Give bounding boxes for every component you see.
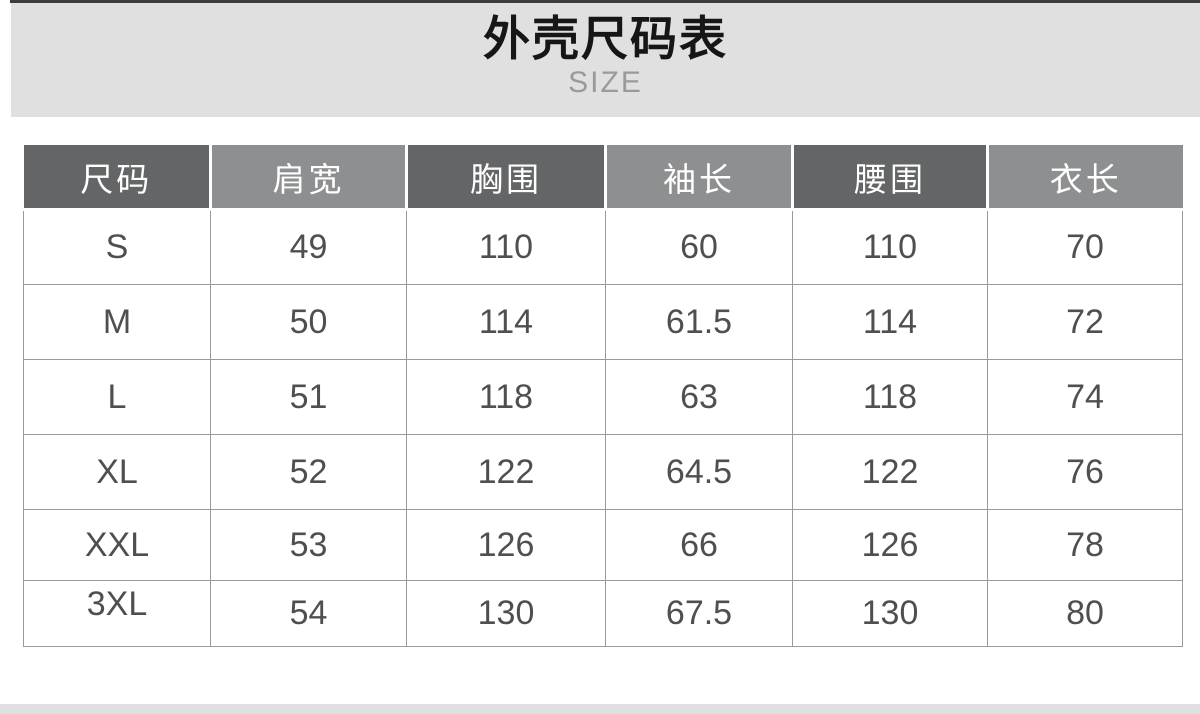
size-cell: XL — [23, 434, 211, 510]
top-border-line — [10, 0, 1200, 3]
col-header-sleeve: 袖长 — [604, 145, 794, 211]
row-xxl: XXL 53 126 66 126 78 — [23, 509, 1183, 581]
size-cell: L — [23, 359, 211, 435]
value-cell: 74 — [987, 359, 1183, 435]
row-3xl: 3XL 54 130 67.5 130 80 — [23, 580, 1183, 647]
row-l: L 51 118 63 118 74 — [23, 359, 1183, 435]
size-table-body: S 49 110 60 110 70 M 50 114 61.5 114 72 … — [23, 209, 1183, 647]
value-cell: 49 — [210, 209, 407, 285]
value-cell: 52 — [210, 434, 407, 510]
value-cell: 114 — [792, 284, 988, 360]
row-xl: XL 52 122 64.5 122 76 — [23, 434, 1183, 510]
value-cell: 122 — [792, 434, 988, 510]
size-cell: S — [23, 209, 211, 285]
value-cell: 110 — [406, 209, 606, 285]
value-cell: 110 — [792, 209, 988, 285]
col-header-size: 尺码 — [23, 145, 212, 211]
value-cell: 126 — [406, 509, 606, 581]
value-cell: 60 — [605, 209, 793, 285]
row-m: M 50 114 61.5 114 72 — [23, 284, 1183, 360]
value-cell: 53 — [210, 509, 407, 581]
col-header-shoulder: 肩宽 — [209, 145, 408, 211]
value-cell: 63 — [605, 359, 793, 435]
size-cell: XXL — [23, 509, 211, 581]
value-cell: 70 — [987, 209, 1183, 285]
size-cell: M — [23, 284, 211, 360]
value-cell: 114 — [406, 284, 606, 360]
value-cell: 67.5 — [605, 580, 793, 647]
value-cell: 130 — [406, 580, 606, 647]
col-header-length: 衣长 — [986, 145, 1183, 211]
size-table: 尺码 肩宽 胸围 袖长 腰围 衣长 S 49 110 60 110 70 M 5… — [23, 145, 1183, 647]
size-cell: 3XL — [23, 580, 211, 647]
value-cell: 61.5 — [605, 284, 793, 360]
row-s: S 49 110 60 110 70 — [23, 209, 1183, 285]
header-banner: 外壳尺码表 SIZE — [11, 3, 1200, 117]
size-table-header: 尺码 肩宽 胸围 袖长 腰围 衣长 — [23, 145, 1183, 211]
page-title: 外壳尺码表 — [483, 12, 728, 65]
value-cell: 118 — [406, 359, 606, 435]
value-cell: 78 — [987, 509, 1183, 581]
value-cell: 54 — [210, 580, 407, 647]
value-cell: 126 — [792, 509, 988, 581]
value-cell: 72 — [987, 284, 1183, 360]
footer-strip — [0, 704, 1200, 714]
header-row: 尺码 肩宽 胸围 袖长 腰围 衣长 — [23, 145, 1183, 211]
col-header-waist: 腰围 — [791, 145, 989, 211]
value-cell: 51 — [210, 359, 407, 435]
page-subtitle: SIZE — [568, 66, 643, 99]
value-cell: 122 — [406, 434, 606, 510]
col-header-bust: 胸围 — [405, 145, 607, 211]
value-cell: 50 — [210, 284, 407, 360]
value-cell: 80 — [987, 580, 1183, 647]
value-cell: 76 — [987, 434, 1183, 510]
value-cell: 118 — [792, 359, 988, 435]
value-cell: 130 — [792, 580, 988, 647]
value-cell: 64.5 — [605, 434, 793, 510]
value-cell: 66 — [605, 509, 793, 581]
